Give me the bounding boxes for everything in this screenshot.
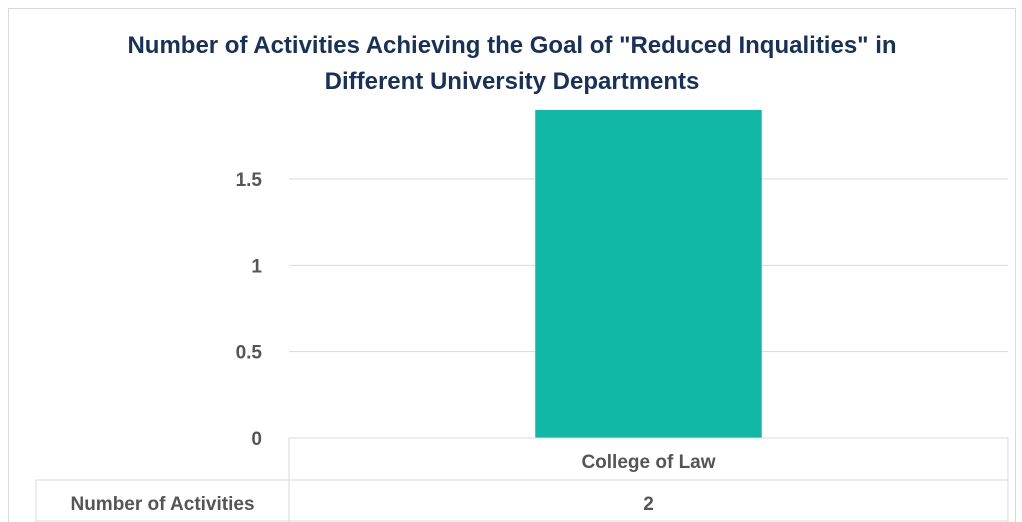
y-tick-label: 0.5 xyxy=(236,343,263,364)
table-row-label: Number of Activities xyxy=(70,494,254,515)
y-tick-label: 1.5 xyxy=(236,170,263,191)
chart-title: Number of Activities Achieving the Goal … xyxy=(127,32,897,95)
table-cell: 2 xyxy=(643,494,654,515)
category-label: College of Law xyxy=(581,452,715,473)
axis-labels: 0 0.5 1 1.5 College of Law Number of Activiti… xyxy=(70,170,715,515)
data-table xyxy=(35,437,1009,522)
y-tick-label: 0 xyxy=(251,429,262,450)
bar xyxy=(535,110,762,438)
y-tick-label: 1 xyxy=(251,256,262,277)
bars xyxy=(535,110,762,438)
